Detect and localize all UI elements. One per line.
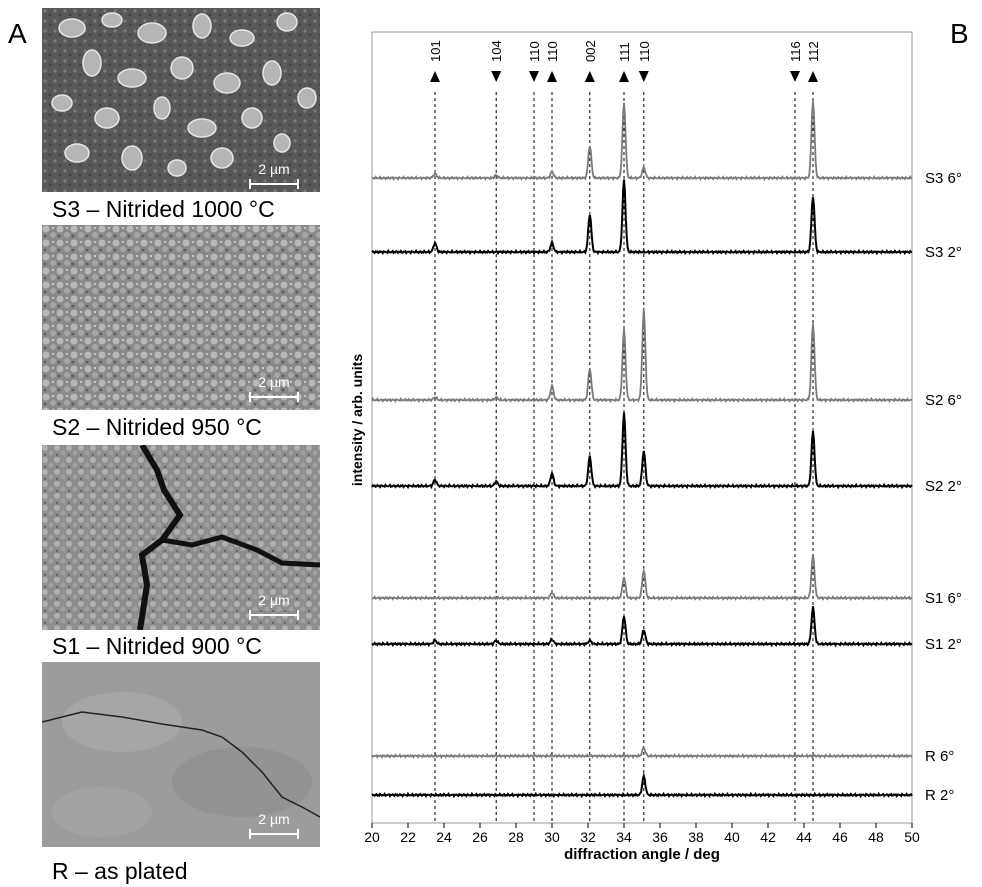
series-label: S1 6° xyxy=(925,590,962,607)
x-tick-label: 28 xyxy=(508,829,524,845)
series-label: S1 2° xyxy=(925,636,962,653)
sem-image-r: 2 µm xyxy=(42,662,320,847)
scale-bar-label: 2 µm xyxy=(258,161,289,177)
sem-caption-s3: S3 – Nitrided 1000 °C xyxy=(52,196,275,222)
series-label: S3 2° xyxy=(925,244,962,261)
peak-index-label: 116 xyxy=(788,41,803,62)
peak-index-label: 104 xyxy=(489,40,504,62)
panel-a-label: A xyxy=(8,18,27,49)
x-tick-label: 46 xyxy=(832,829,848,845)
peak-marker xyxy=(619,71,629,82)
peak-index-label: 110 xyxy=(527,41,542,62)
peak-marker xyxy=(790,71,800,82)
spectrum-line xyxy=(371,772,913,799)
peak-marker xyxy=(808,71,818,82)
x-tick-label: 20 xyxy=(364,829,380,845)
peak-marker xyxy=(547,71,557,82)
x-tick-label: 22 xyxy=(400,829,416,845)
peak-index-label: 101 xyxy=(428,40,443,62)
spectrum-line xyxy=(371,747,913,760)
peak-marker xyxy=(638,71,649,82)
x-tick-label: 42 xyxy=(760,829,776,845)
spectrum-line xyxy=(371,412,913,490)
series-label: S3 6° xyxy=(925,170,962,187)
x-tick-label: 26 xyxy=(472,829,488,845)
peak-index-label: 111 xyxy=(617,42,632,62)
sem-image-s3: 2 µm xyxy=(42,8,320,192)
sem-image-s1: 2 µm xyxy=(42,445,320,630)
series-label: R 6° xyxy=(925,748,954,765)
scale-bar-label: 2 µm xyxy=(258,374,289,390)
x-tick-label: 32 xyxy=(580,829,596,845)
scale-bar-label: 2 µm xyxy=(258,592,289,608)
series-label: S2 6° xyxy=(925,392,962,409)
x-axis-label: diffraction angle / deg xyxy=(564,846,720,863)
peak-index-label: 110 xyxy=(545,41,560,62)
peak-index-label: 110 xyxy=(637,41,652,62)
y-axis-label: intensity / arb. units xyxy=(349,354,365,486)
peak-marker xyxy=(529,71,539,82)
peak-marker xyxy=(584,71,595,82)
peak-index-label: 002 xyxy=(583,40,598,62)
sem-caption-s1: S1 – Nitrided 900 °C xyxy=(52,633,262,659)
spectrum-line xyxy=(371,179,913,256)
spectrum-line xyxy=(371,101,912,182)
x-tick-label: 48 xyxy=(868,829,884,845)
series-label: S2 2° xyxy=(925,478,962,495)
x-tick-label: 40 xyxy=(724,829,740,845)
series-label: R 2° xyxy=(925,787,954,804)
sem-image-s2: 2 µm xyxy=(42,225,320,410)
spectrum-line xyxy=(371,606,913,648)
scale-bar-label: 2 µm xyxy=(258,811,289,827)
peak-marker xyxy=(491,71,502,82)
plot-frame xyxy=(371,31,913,824)
spectrum-line xyxy=(371,309,913,404)
spectrum-line xyxy=(371,553,913,602)
panel-b-label: B xyxy=(950,18,969,49)
sem-caption-s2: S2 – Nitrided 950 °C xyxy=(52,414,262,440)
peak-marker xyxy=(430,71,440,82)
x-tick-label: 24 xyxy=(436,829,452,845)
x-tick-label: 34 xyxy=(616,829,632,845)
x-tick-label: 50 xyxy=(904,829,920,845)
x-tick-label: 44 xyxy=(796,829,812,845)
peak-index-label: 112 xyxy=(806,41,821,62)
x-tick-label: 30 xyxy=(544,829,560,845)
x-tick-label: 38 xyxy=(688,829,704,845)
x-tick-label: 36 xyxy=(652,829,668,845)
sem-caption-r: R – as plated xyxy=(52,858,188,884)
